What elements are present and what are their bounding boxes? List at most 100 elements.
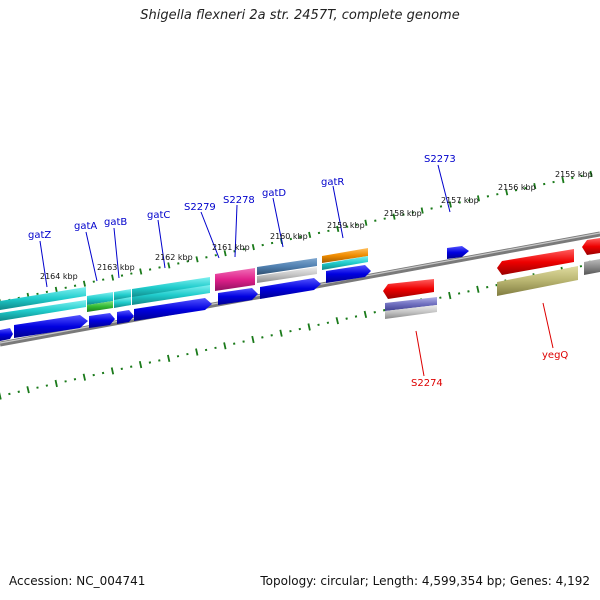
minor-tick bbox=[467, 290, 470, 293]
major-tick bbox=[589, 170, 593, 178]
kbp-label: 2161 kbp bbox=[212, 243, 250, 252]
major-tick bbox=[195, 256, 199, 263]
major-tick bbox=[82, 373, 86, 381]
cds-arrow[interactable] bbox=[218, 288, 258, 305]
major-tick bbox=[251, 335, 255, 344]
major-tick bbox=[307, 323, 311, 331]
minor-tick bbox=[130, 272, 133, 275]
kbp-label: 2155 kbp bbox=[555, 170, 593, 179]
minor-tick bbox=[552, 180, 555, 184]
major-tick bbox=[138, 361, 143, 369]
minor-tick bbox=[101, 371, 105, 375]
major-tick bbox=[392, 213, 396, 220]
cds-arrow[interactable] bbox=[447, 246, 469, 259]
gene-gatD-feature-2[interactable] bbox=[257, 267, 317, 283]
minor-tick bbox=[17, 390, 20, 394]
gene-label-gatC[interactable]: gatC bbox=[147, 210, 170, 221]
minor-tick bbox=[289, 237, 293, 241]
gene-S2274-feature-2[interactable] bbox=[385, 297, 437, 311]
minor-tick bbox=[73, 284, 77, 287]
cds-arrow[interactable] bbox=[117, 310, 134, 324]
gene-label-S2274[interactable]: S2274 bbox=[411, 378, 443, 389]
gene-labels-bottom: S2274 yegQ bbox=[411, 350, 568, 389]
gene-labels-top: gatZ gatA gatB gatC S2279 S2278 gatD gat… bbox=[28, 154, 456, 241]
major-tick bbox=[476, 285, 480, 293]
gene-gatA-subfeature[interactable] bbox=[87, 301, 113, 312]
gene-label-yegQ[interactable]: yegQ bbox=[542, 350, 568, 361]
gene-label-gatR[interactable]: gatR bbox=[321, 177, 344, 188]
major-tick bbox=[336, 225, 340, 232]
gene-label-gatA[interactable]: gatA bbox=[74, 221, 97, 232]
gene-label-gatZ[interactable]: gatZ bbox=[28, 230, 51, 241]
kbp-label: 2157 kbp bbox=[441, 196, 479, 205]
major-tick bbox=[195, 348, 199, 356]
gene-gatD-feature[interactable] bbox=[257, 258, 317, 275]
reverse-gene-track bbox=[383, 238, 600, 319]
kbp-label: 2164 kbp bbox=[40, 272, 78, 281]
major-tick bbox=[448, 201, 452, 208]
gene-cyan-lower[interactable] bbox=[0, 300, 86, 321]
kbp-label: 2163 kbp bbox=[97, 263, 135, 272]
gene-gatR-feature[interactable] bbox=[322, 248, 368, 263]
gene-gatR-feature-2[interactable] bbox=[322, 256, 368, 270]
gene-gatA-feature[interactable] bbox=[87, 292, 113, 305]
gene-label-gatD[interactable]: gatD bbox=[262, 188, 286, 199]
major-tick bbox=[54, 379, 58, 388]
major-tick bbox=[54, 286, 58, 293]
kbp-label: 2160 kbp bbox=[270, 232, 308, 241]
map-title: Shigella flexneri 2a str. 2457T, complet… bbox=[140, 8, 460, 23]
minor-tick bbox=[242, 247, 246, 251]
minor-tick bbox=[402, 213, 405, 216]
gene-S2279-feature[interactable] bbox=[215, 268, 255, 291]
gene-red-edge[interactable] bbox=[582, 238, 600, 255]
cds-track-forward bbox=[0, 246, 469, 341]
minor-tick bbox=[289, 329, 292, 333]
minor-tick bbox=[261, 336, 264, 339]
major-tick bbox=[364, 219, 368, 226]
major-tick bbox=[223, 342, 227, 350]
cds-arrow[interactable] bbox=[89, 313, 115, 328]
gene-label-S2279[interactable]: S2279 bbox=[184, 202, 216, 213]
kbp-scale-labels: 2164 kbp 2163 kbp 2162 kbp 2161 kbp 2160… bbox=[40, 170, 593, 281]
kbp-label: 2159 kbp bbox=[327, 221, 365, 230]
cds-arrow[interactable] bbox=[260, 278, 321, 299]
gene-gatZ-feature[interactable] bbox=[0, 287, 86, 310]
gene-label-S2278[interactable]: S2278 bbox=[223, 195, 255, 206]
minor-tick bbox=[495, 283, 498, 287]
minor-tick bbox=[382, 308, 386, 312]
gene-yegQ-feature[interactable] bbox=[497, 249, 574, 275]
gene-gatC-feature[interactable] bbox=[132, 277, 210, 298]
major-tick bbox=[448, 291, 452, 300]
accession-text: Accession: NC_004741 bbox=[9, 574, 146, 588]
kbp-label: 2156 kbp bbox=[498, 183, 536, 192]
major-tick bbox=[110, 367, 115, 375]
gene-cyan-lower-3[interactable] bbox=[132, 285, 210, 305]
kbp-label: 2162 kbp bbox=[155, 253, 193, 262]
cds-arrow[interactable] bbox=[134, 298, 212, 321]
gene-grey-edge[interactable] bbox=[584, 259, 600, 275]
label-connectors bbox=[39, 164, 451, 288]
gene-label-gatB[interactable]: gatB bbox=[104, 217, 127, 228]
kbp-label: 2158 kbp bbox=[384, 209, 422, 218]
major-tick bbox=[223, 250, 227, 257]
gene-yegQ-feature-2[interactable] bbox=[497, 266, 578, 296]
gene-cyan-lower-2[interactable] bbox=[114, 297, 131, 308]
cds-arrow[interactable] bbox=[0, 328, 13, 341]
gene-S2274-feature-3[interactable] bbox=[385, 305, 437, 319]
cds-arrow[interactable] bbox=[326, 265, 371, 283]
major-tick bbox=[82, 280, 86, 287]
major-tick bbox=[167, 354, 171, 362]
minor-tick bbox=[45, 384, 49, 387]
upper-gene-track bbox=[0, 248, 368, 321]
major-tick bbox=[167, 262, 171, 269]
major-tick bbox=[111, 274, 115, 281]
gene-S2274-feature[interactable] bbox=[383, 279, 434, 299]
minor-tick bbox=[439, 296, 442, 299]
major-tick bbox=[335, 317, 339, 325]
major-tick bbox=[279, 329, 283, 337]
minor-tick bbox=[317, 323, 320, 327]
cds-arrow[interactable] bbox=[14, 315, 88, 338]
kbp-tick-track bbox=[0, 170, 593, 306]
gene-label-S2273[interactable]: S2273 bbox=[424, 154, 456, 165]
